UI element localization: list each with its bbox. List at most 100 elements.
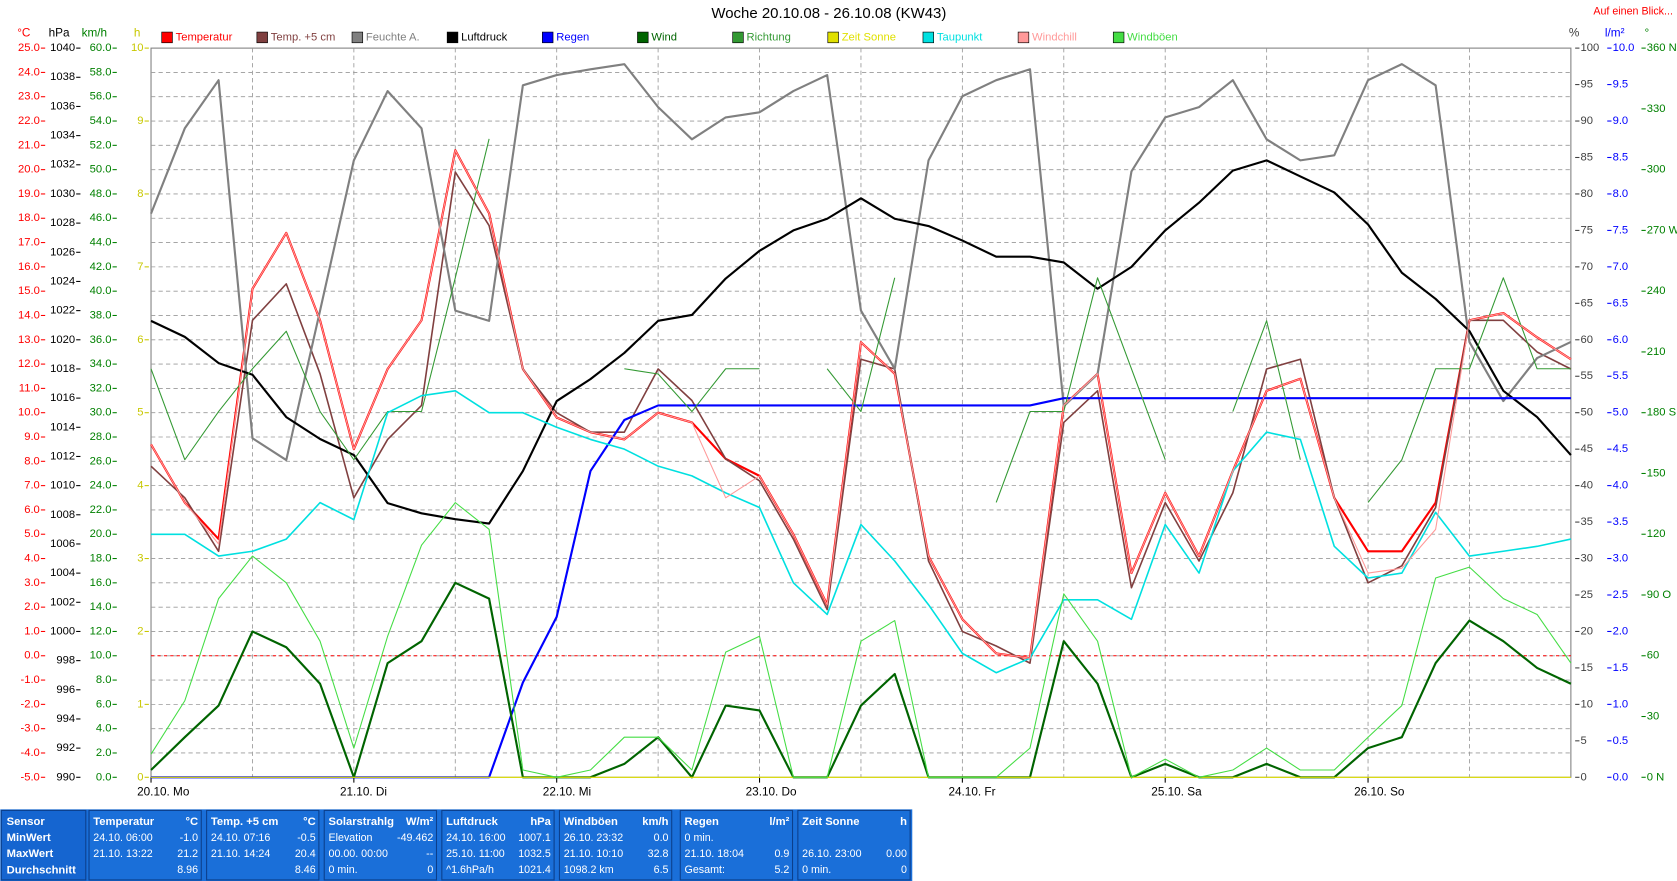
y-tick-label: 180 S — [1647, 407, 1676, 419]
y-tick-label: 13.0 — [18, 334, 40, 346]
y-tick-label: 998 — [56, 655, 75, 667]
stats-unit: h — [900, 816, 907, 828]
stats-value: 0 — [427, 864, 433, 876]
legend-label: Feuchte A. — [366, 31, 420, 43]
legend-swatch — [922, 31, 934, 44]
y-tick-label: 40.0 — [90, 285, 112, 297]
stats-unit: °C — [185, 816, 198, 828]
y-tick-label: 6 — [137, 334, 143, 346]
y-tick-label: 9 — [137, 115, 143, 127]
legend-label: Windchill — [1032, 31, 1077, 43]
series-line — [150, 63, 1572, 462]
y-tick-label: 75 — [1581, 224, 1593, 236]
stats-value: 21.2 — [177, 848, 198, 860]
stats-value: 24.10. 07:16 — [211, 832, 270, 844]
y-tick-label: 996 — [56, 684, 75, 696]
y-tick-label: 2.0 — [24, 601, 40, 613]
stats-header: Windböen — [564, 816, 618, 828]
stats-value: -0.5 — [297, 832, 315, 844]
y-tick-label: 4.0 — [1613, 480, 1629, 492]
y-tick-label: 9.5 — [1613, 79, 1629, 91]
y-tick-label: 4.5 — [1613, 443, 1629, 455]
y-tick-label: 1 — [137, 698, 143, 710]
y-tick-label: 52.0 — [90, 139, 112, 151]
legend-swatch — [732, 31, 744, 44]
y-tick-label: 7.5 — [1613, 224, 1629, 236]
legend-label: Zeit Sonne — [842, 31, 896, 43]
legend-swatch — [1112, 31, 1125, 44]
stats-value: 21.10. 18:04 — [685, 848, 744, 860]
y-tick-label: 992 — [56, 742, 75, 754]
y-tick-label: 1034 — [50, 130, 75, 142]
stats-header: Regen — [685, 816, 719, 828]
y-tick-label: 60 — [1647, 650, 1659, 662]
series-line — [150, 149, 1572, 659]
y-tick-label: 6.5 — [1613, 297, 1629, 309]
stats-value: 0.00 — [886, 848, 907, 860]
y-tick-label: 30 — [1581, 553, 1593, 565]
y-tick-label: 18.0 — [90, 553, 112, 565]
y-tick-label: 1036 — [50, 100, 75, 112]
stats-unit: °C — [303, 816, 316, 828]
y-tick-label: 990 — [56, 771, 75, 783]
y-tick-label: 54.0 — [90, 115, 112, 127]
y-tick-label: 80 — [1581, 188, 1593, 200]
y-tick-label: 5.0 — [1613, 407, 1629, 419]
stats-value: 1021.4 — [518, 864, 551, 876]
legend-label: Taupunkt — [937, 31, 983, 43]
y-tick-label: 17.0 — [18, 237, 40, 249]
series-line — [150, 138, 1571, 503]
y-tick-label: 1000 — [50, 625, 75, 637]
stats-value: 20.4 — [295, 848, 316, 860]
y-tick-label: 15.0 — [18, 285, 40, 297]
y-tick-label: 22.0 — [18, 115, 40, 127]
y-tick-label: 10.0 — [1613, 42, 1635, 54]
y-tick-label: 16.0 — [18, 261, 40, 273]
legend-swatch — [351, 31, 364, 44]
stats-cell — [441, 809, 555, 881]
axis-unit: km/h — [82, 26, 107, 39]
y-tick-label: 10 — [1581, 698, 1593, 710]
y-tick-label: 1038 — [50, 71, 75, 83]
y-tick-label: 7.0 — [24, 480, 40, 492]
y-tick-label: 330 — [1647, 103, 1666, 115]
y-tick-label: 22.0 — [90, 504, 112, 516]
y-tick-label: -2.0 — [20, 698, 39, 710]
y-tick-label: 2.0 — [1613, 625, 1629, 637]
y-tick-label: 36.0 — [90, 334, 112, 346]
y-tick-label: 3.0 — [1613, 553, 1629, 565]
y-tick-label: 65 — [1581, 297, 1593, 309]
y-tick-label: 1012 — [50, 450, 75, 462]
stats-value: 21.10. 13:22 — [93, 848, 152, 860]
stats-value: 25.10. 11:00 — [446, 848, 505, 860]
series-line — [150, 502, 1572, 778]
y-tick-label: 38.0 — [90, 309, 112, 321]
stats-row-label: MaxWert — [7, 848, 54, 860]
y-tick-label: 15 — [1581, 662, 1593, 674]
y-tick-label: 0.0 — [96, 771, 112, 783]
y-tick-label: 21.0 — [18, 139, 40, 151]
y-tick-label: 10 — [131, 42, 143, 54]
y-tick-label: 56.0 — [90, 91, 112, 103]
legend-label: Temperatur — [176, 31, 233, 43]
legend-swatch — [542, 31, 554, 44]
x-tick-label: 20.10. Mo — [137, 785, 190, 798]
stats-value: 21.10. 14:24 — [211, 848, 270, 860]
annotation[interactable]: Auf einen Blick... — [1593, 6, 1673, 18]
y-tick-label: 1030 — [50, 188, 75, 200]
axis-unit: °C — [17, 26, 31, 39]
y-tick-label: 50.0 — [90, 164, 112, 176]
y-tick-label: 4 — [137, 480, 143, 492]
y-tick-label: 70 — [1581, 261, 1593, 273]
x-tick-label: 21.10. Di — [340, 785, 387, 798]
y-tick-label: 1018 — [50, 363, 75, 375]
stats-row-label: Sensor — [7, 816, 46, 828]
y-tick-label: 6.0 — [96, 698, 112, 710]
y-tick-label: 210 — [1647, 346, 1666, 358]
y-tick-label: 45 — [1581, 443, 1593, 455]
y-tick-label: 2.0 — [96, 747, 112, 759]
y-tick-label: 34.0 — [90, 358, 112, 370]
legend-label: Windböen — [1127, 31, 1178, 43]
stats-value: -- — [426, 848, 434, 860]
legend-swatch — [827, 31, 839, 44]
